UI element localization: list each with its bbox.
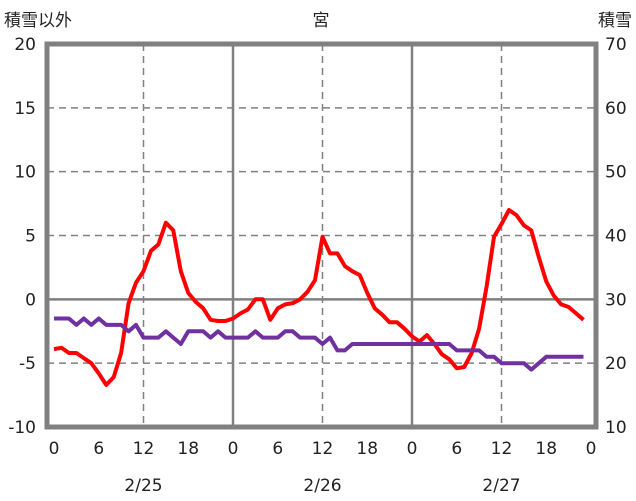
right-tick-label: 30 (605, 290, 627, 310)
chart-title: 宮 (313, 11, 330, 31)
x-tick-label: 12 (491, 439, 513, 459)
left-tick-label: 15 (14, 99, 36, 119)
left-tick-label: -5 (19, 354, 36, 374)
left-tick-label: 10 (14, 163, 36, 183)
date-label: 2/27 (482, 476, 520, 496)
x-tick-label: 12 (133, 439, 155, 459)
right-tick-label: 70 (605, 35, 627, 55)
date-label: 2/25 (124, 476, 162, 496)
right-tick-label: 50 (605, 163, 627, 183)
right-tick-label: 20 (605, 354, 627, 374)
x-tick-label: 0 (49, 439, 60, 459)
x-tick-label: 6 (272, 439, 283, 459)
left-tick-label: 20 (14, 35, 36, 55)
x-tick-label: 18 (177, 439, 199, 459)
left-tick-label: -10 (8, 418, 36, 438)
x-tick-label: 12 (312, 439, 334, 459)
right-tick-label: 10 (605, 418, 627, 438)
date-label: 2/26 (303, 476, 341, 496)
snow-depth-line (54, 316, 584, 372)
x-tick-label: 0 (407, 439, 418, 459)
right-axis-title: 積雪 (598, 11, 632, 31)
right-tick-label: 40 (605, 227, 627, 247)
x-tick-label: 6 (93, 439, 104, 459)
left-tick-label: 0 (25, 290, 36, 310)
x-tick-label: 18 (356, 439, 378, 459)
x-tick-label: 0 (586, 439, 597, 459)
x-tick-label: 0 (228, 439, 239, 459)
x-tick-label: 18 (535, 439, 557, 459)
left-axis-title: 積雪以外 (4, 11, 72, 31)
temperature-line (53, 208, 585, 387)
plot-frame (44, 41, 599, 430)
x-tick-label: 6 (451, 439, 462, 459)
series-lines (53, 208, 585, 387)
left-tick-label: 5 (25, 227, 36, 247)
right-tick-label: 60 (605, 99, 627, 119)
